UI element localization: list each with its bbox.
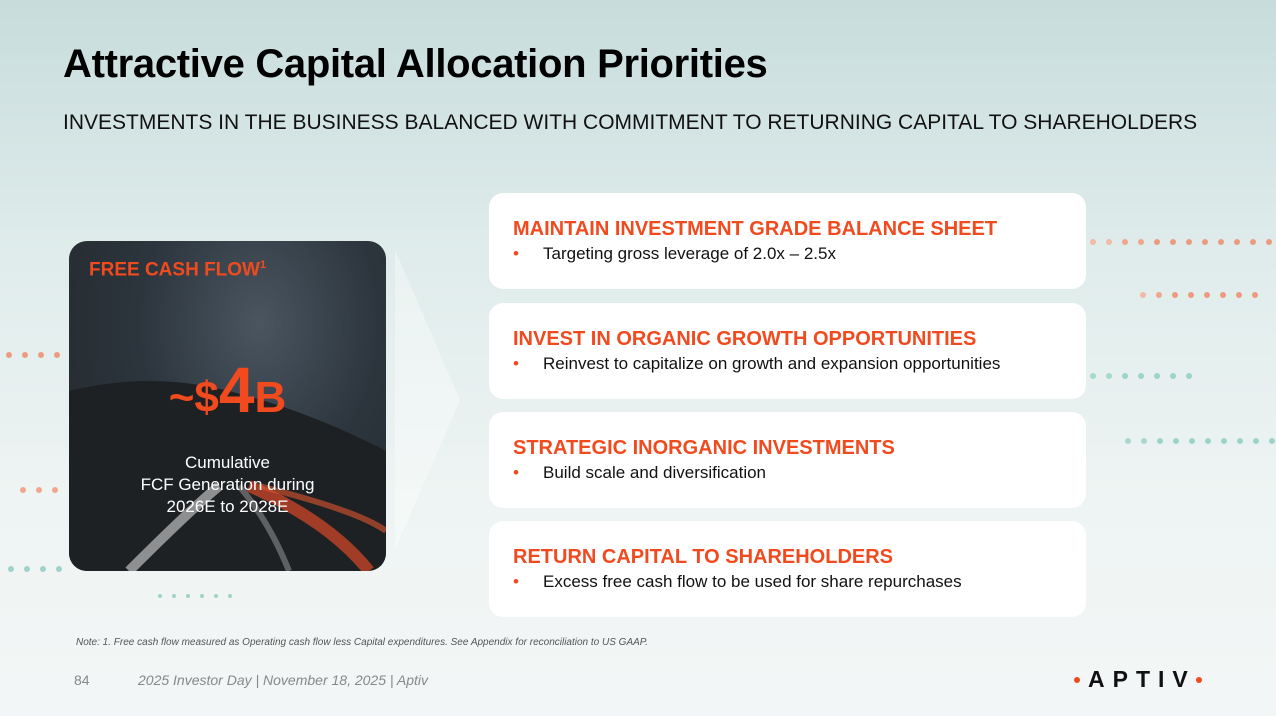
free-cash-flow-panel: FREE CASH FLOW1 ~$4B Cumulative FCF Gener…	[69, 241, 386, 571]
fcf-heading: FREE CASH FLOW1	[89, 259, 267, 281]
decorative-dots	[1125, 438, 1276, 444]
decorative-dots	[6, 352, 60, 358]
aptiv-logo: APTIV	[1066, 666, 1210, 693]
decorative-dots	[158, 594, 232, 598]
page-title: Attractive Capital Allocation Priorities	[63, 42, 768, 86]
highway-night-image	[69, 381, 386, 571]
fcf-caption: Cumulative FCF Generation during 2026E to …	[140, 453, 315, 516]
bullet-icon: •	[513, 572, 519, 591]
priority-bullet: Build scale and diversification	[543, 463, 767, 482]
footnote: Note: 1. Free cash flow measured as Oper…	[76, 637, 648, 648]
bullet-icon: •	[513, 354, 519, 373]
priority-heading: INVEST IN ORGANIC GROWTH OPPORTUNITIES	[513, 328, 977, 350]
decorative-dots	[8, 566, 62, 572]
footer-text: 2025 Investor Day | November 18, 2025 | …	[138, 672, 429, 688]
page-number: 84	[74, 672, 90, 688]
priority-card-inorganic: STRATEGIC INORGANIC INVESTMENTS • Build s…	[489, 412, 1086, 508]
priority-card-return-capital: RETURN CAPITAL TO SHAREHOLDERS • Excess f…	[489, 521, 1086, 617]
priority-bullet: Excess free cash flow to be used for sha…	[543, 572, 962, 591]
priority-card-balance-sheet: MAINTAIN INVESTMENT GRADE BALANCE SHEET …	[489, 193, 1086, 289]
bullet-icon: •	[513, 244, 519, 263]
priority-bullet: Targeting gross leverage of 2.0x – 2.5x	[543, 244, 836, 263]
chevron-arrow-shape	[395, 250, 460, 550]
decorative-dots	[1140, 292, 1258, 298]
priority-card-organic-growth: INVEST IN ORGANIC GROWTH OPPORTUNITIES •…	[489, 303, 1086, 399]
priority-heading: STRATEGIC INORGANIC INVESTMENTS	[513, 437, 895, 459]
decorative-dots	[20, 487, 58, 493]
priority-heading: MAINTAIN INVESTMENT GRADE BALANCE SHEET	[513, 218, 998, 240]
priority-bullet: Reinvest to capitalize on growth and exp…	[543, 354, 1001, 373]
page-subtitle: INVESTMENTS IN THE BUSINESS BALANCED WIT…	[63, 111, 1198, 134]
bullet-icon: •	[513, 463, 519, 482]
decorative-dots	[1090, 239, 1272, 245]
fcf-value: ~$4B	[168, 354, 287, 426]
priority-heading: RETURN CAPITAL TO SHAREHOLDERS	[513, 546, 894, 568]
decorative-dots	[1090, 373, 1192, 379]
